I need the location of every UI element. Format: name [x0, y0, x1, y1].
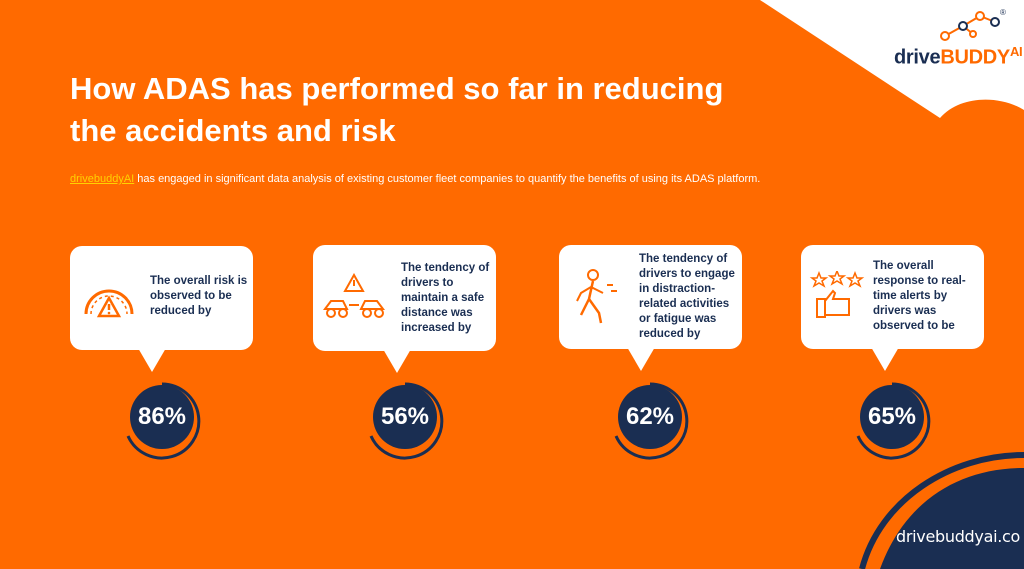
registered-mark: ® — [1000, 8, 1006, 17]
logo-buddy: BUDDY — [940, 46, 1010, 69]
stat-text-risk: The overall risk is observed to be reduc… — [150, 275, 248, 317]
stat-text-fatigue: The tendency of drivers to engage in dis… — [639, 253, 735, 340]
ring-risk — [126, 382, 201, 460]
intro-body: has engaged in significant data analysis… — [134, 173, 761, 185]
safe-distance-icon — [323, 273, 385, 318]
thumbs-up-stars-icon — [809, 271, 865, 318]
intro-text: drivebuddyAI has engaged in significant … — [70, 173, 970, 185]
drivebuddy-logo: ® driveBUDDYAI — [890, 8, 1023, 70]
drivebuddyai-link[interactable]: drivebuddyAI — [70, 173, 135, 185]
logo-wordmark: driveBUDDYAI — [894, 44, 1023, 70]
logo-ai: AI — [1009, 44, 1023, 59]
ring-distance — [369, 382, 444, 460]
logo-drive: drive — [894, 46, 941, 69]
stat-text-distance: The tendency of drivers to maintain a sa… — [401, 262, 490, 334]
stat-value-alerts: 65% — [860, 385, 924, 449]
stat-card-alerts: The overall response to real-time alerts… — [801, 245, 984, 371]
stat-card-fatigue: The tendency of drivers to engage in dis… — [559, 245, 742, 371]
stat-text-alerts: The overall response to real-time alerts… — [873, 260, 966, 332]
stat-card-distance: The tendency of drivers to maintain a sa… — [313, 245, 496, 373]
fatigue-icon — [576, 269, 617, 324]
stat-card-risk: The overall risk is observed to be reduc… — [70, 246, 253, 372]
ring-alerts — [856, 382, 931, 460]
risk-gauge-icon — [84, 289, 134, 318]
stat-value-risk: 86% — [130, 385, 194, 449]
footer-url[interactable]: drivebuddyai.co — [896, 527, 1020, 546]
page-title: How ADAS has performed so far in reducin… — [70, 71, 724, 148]
network-icon — [940, 11, 1000, 41]
stat-value-fatigue: 62% — [618, 385, 682, 449]
ring-fatigue — [614, 382, 689, 460]
stat-value-distance: 56% — [373, 385, 437, 449]
